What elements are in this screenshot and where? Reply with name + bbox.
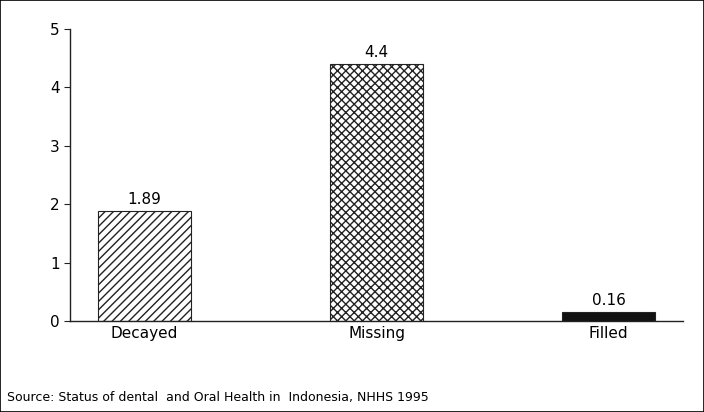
Bar — [330, 64, 423, 321]
Bar — [562, 312, 655, 321]
Text: Source: Status of dental  and Oral Health in  Indonesia, NHHS 1995: Source: Status of dental and Oral Health… — [7, 391, 429, 404]
Text: 1.89: 1.89 — [127, 192, 162, 207]
Bar — [99, 211, 191, 321]
Text: 0.16: 0.16 — [591, 293, 626, 309]
Text: 4.4: 4.4 — [365, 45, 389, 61]
